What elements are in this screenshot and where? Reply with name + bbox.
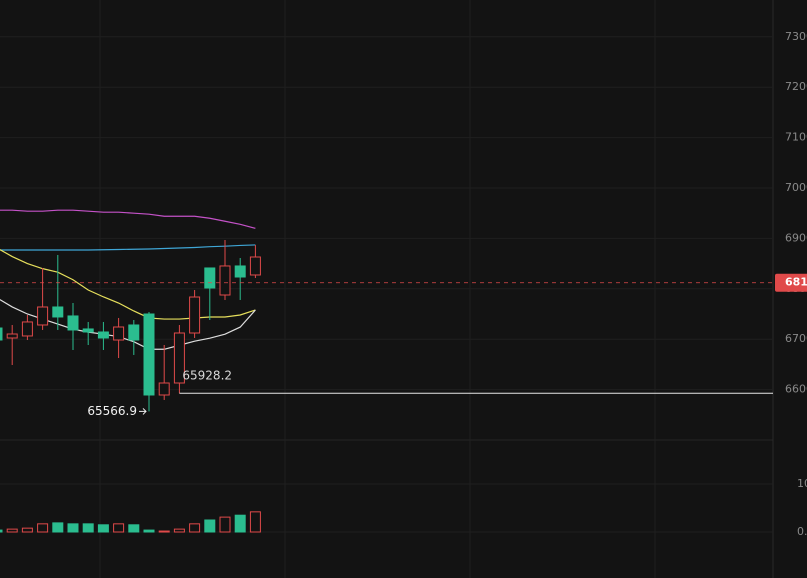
y-tick-label: 73000 (785, 30, 807, 43)
candle-body (189, 296, 201, 334)
candle-body (249, 256, 261, 276)
volume-bar (113, 523, 125, 533)
y-tick-label: 72000 (785, 80, 807, 93)
volume-bar (82, 523, 94, 533)
volume-bar (97, 524, 109, 533)
volume-bar (234, 514, 246, 533)
indicator-line (0, 244, 256, 251)
candle-body (37, 306, 49, 326)
volume-bar (67, 523, 79, 533)
volume-bar (189, 523, 201, 533)
candle-body (113, 326, 125, 341)
volume-bar (128, 524, 140, 533)
y-tick-label: 67000 (785, 332, 807, 345)
candle-body (21, 321, 33, 337)
volume-bar (249, 511, 261, 533)
volume-tick-label: 0.00 (797, 525, 807, 538)
candle-body (128, 324, 140, 341)
last-price-tag (775, 273, 807, 292)
candle-body (67, 315, 79, 331)
indicator-line (0, 248, 256, 320)
volume-tick-label: 100 (797, 477, 807, 490)
candle-body (0, 327, 3, 341)
volume-bar (173, 528, 185, 533)
candle-body (219, 265, 231, 296)
candle-body (52, 306, 64, 318)
y-tick-label: 69000 (785, 231, 807, 244)
volume-bar (143, 529, 155, 533)
low-arrow (139, 408, 147, 415)
candle-body (82, 328, 94, 333)
candle-body (204, 267, 216, 289)
last-price-label: 68120 (785, 276, 807, 289)
y-tick-label: 70000 (785, 181, 807, 194)
y-tick-label: 66000 (785, 383, 807, 396)
low-label: 65566.9 (87, 404, 137, 418)
candle-body (143, 313, 155, 396)
candle-body (234, 265, 246, 278)
volume-bar (6, 528, 18, 533)
volume-bar (219, 516, 231, 533)
volume-bar (21, 527, 33, 533)
indicator-line (0, 209, 256, 229)
candle-body (97, 331, 109, 339)
volume-bar (0, 529, 3, 533)
candle-body (173, 332, 185, 384)
volume-bar (52, 522, 64, 533)
level-label: 65928.2 (182, 369, 232, 383)
volume-bar (158, 530, 170, 533)
volume-bar (204, 519, 216, 533)
candle-body (6, 333, 18, 339)
volume-bar (37, 523, 49, 533)
candle-body (158, 382, 170, 396)
y-tick-label: 71000 (785, 131, 807, 144)
